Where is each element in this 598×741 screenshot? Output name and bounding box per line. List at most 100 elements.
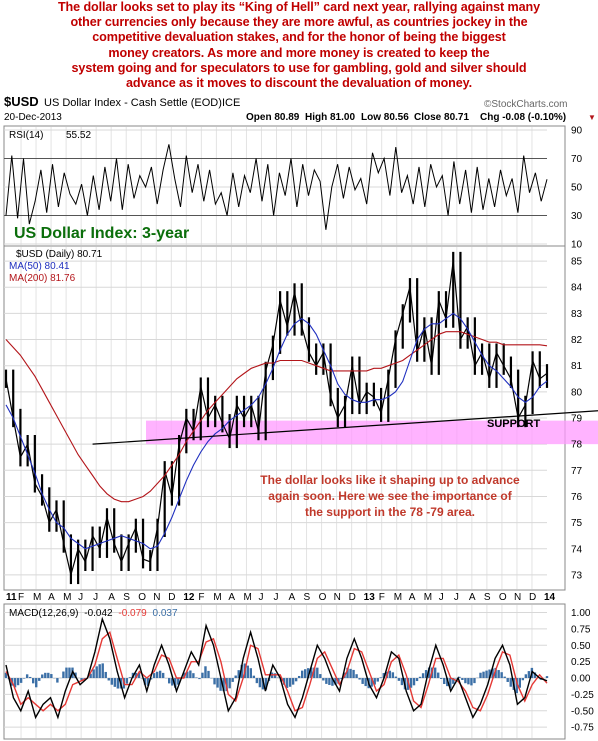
ma50-line (5, 312, 548, 550)
macd-series (5, 616, 548, 720)
support-trendline (92, 410, 598, 445)
x-tick-label: M (33, 592, 41, 603)
support-label: SUPPORT (487, 418, 540, 430)
rsi-tick-labels: 90 70 50 30 10 (571, 126, 583, 251)
price-tick-labels: 85 84 83 82 81 80 79 78 77 76 75 74 73 (571, 257, 583, 582)
close-value: Close 80.71 (414, 112, 469, 123)
x-tick-label: F (379, 592, 385, 603)
headline-line: advance as it moves to discount the deva… (125, 76, 473, 91)
headline-line: money creators. As more and more money i… (108, 45, 490, 60)
x-tick-label: J (274, 592, 279, 603)
y-tick-label: 82 (571, 335, 583, 346)
chart-exchange: ICE (222, 97, 240, 109)
chart-name: US Dollar Index - Cash Settle (EOD) (44, 97, 222, 109)
x-tick-label: M (394, 592, 402, 603)
y-tick-label: -0.50 (571, 706, 594, 717)
y-tick-label: 30 (571, 211, 583, 222)
y-tick-label: 90 (571, 126, 583, 137)
x-tick-label: A (469, 592, 476, 603)
y-tick-label: 79 (571, 414, 583, 425)
y-tick-label: 0.50 (571, 641, 591, 652)
y-tick-label: 74 (571, 544, 583, 555)
usd-price-line (5, 261, 548, 576)
x-tick-label: N (514, 592, 521, 603)
annotation-line: the support in the 78 -79 area. (305, 505, 475, 519)
y-tick-label: 73 (571, 570, 583, 581)
macd-hist-value: 0.037 (153, 608, 178, 619)
y-tick-label: 85 (571, 257, 583, 268)
macd-tick-labels: 1.00 0.75 0.50 0.25 0.00 -0.25 -0.50 -0.75 (571, 608, 594, 734)
x-tick-label: S (123, 592, 130, 603)
x-tick-label: A (48, 592, 55, 603)
x-tick-label: 11 (6, 592, 17, 603)
annotation-text: The dollar looks like it shaping up to a… (260, 473, 520, 519)
y-tick-label: 0.75 (571, 624, 591, 635)
x-tick-label: F (18, 592, 24, 603)
macd-panel: 1.00 0.75 0.50 0.25 0.00 -0.25 -0.50 -0.75 MACD… (3, 603, 594, 740)
annotation-line: The dollar looks like it shaping up to a… (260, 473, 520, 487)
rsi-line (5, 144, 548, 230)
y-tick-label: 77 (571, 466, 583, 477)
x-tick-label: A (289, 592, 296, 603)
annotation-line: again soon. Here we see the importance o… (268, 489, 512, 503)
rsi-value: 55.52 (66, 130, 91, 141)
y-tick-label: 80 (571, 387, 583, 398)
y-tick-label: 83 (571, 309, 583, 320)
x-tick-label: A (228, 592, 235, 603)
ma200-line (5, 331, 548, 503)
legend-usd: $USD (Daily) 80.71 (16, 249, 103, 260)
x-tick-label: N (334, 592, 341, 603)
y-tick-label: 1.00 (571, 608, 591, 619)
x-tick-label: M (243, 592, 251, 603)
chart-header: $USD US Dollar Index - Cash Settle (EOD)… (4, 94, 596, 123)
x-tick-label: 12 (183, 592, 195, 603)
open-value: Open 80.89 (246, 112, 300, 123)
price-panel: 85 84 83 82 81 80 79 78 77 76 75 74 73 US Dollar Ind… (3, 225, 598, 591)
y-tick-label: 75 (571, 518, 583, 529)
change-value: Chg -0.08 (-0.10%) (480, 112, 566, 123)
x-tick-label: S (484, 592, 491, 603)
headline-line: The dollar looks set to play its “King o… (57, 0, 541, 14)
headline-line: other currencies only because they are m… (70, 15, 528, 30)
x-tick-label: A (108, 592, 115, 603)
x-tick-label: J (454, 592, 459, 603)
source-credit: ©StockCharts.com (484, 99, 568, 110)
x-tick-label: A (409, 592, 416, 603)
x-tick-label: O (499, 592, 507, 603)
low-value: Low 80.56 (361, 112, 409, 123)
chart-date: 20-Dec-2013 (4, 112, 62, 123)
y-tick-label: -0.75 (571, 723, 594, 734)
y-tick-label: 10 (571, 240, 583, 251)
rsi-panel: 90 70 50 30 10 RSI(14) 55.52 (3, 125, 583, 251)
x-tick-label: M (424, 592, 432, 603)
legend-ma50: MA(50) 80.41 (9, 261, 70, 272)
y-tick-label: 70 (571, 154, 583, 165)
macd-frame (3, 603, 566, 740)
x-tick-label: D (349, 592, 356, 603)
y-tick-label: 76 (571, 492, 583, 503)
x-tick-label: O (319, 592, 327, 603)
x-tick-label: M (63, 592, 71, 603)
y-tick-label: 0.25 (571, 657, 591, 668)
price-legend: $USD (Daily) 80.71 MA(50) 80.41 MA(200) … (9, 249, 103, 284)
chart-symbol: $USD (4, 94, 39, 109)
y-tick-label: -0.25 (571, 690, 594, 701)
rsi-label: RSI(14) (9, 130, 43, 141)
headline-commentary: The dollar looks set to play its “King o… (0, 0, 598, 92)
x-axis-labels: 11 F M A M J J A S O N D 12 F M A M J J A S O N D 13 F M A M J J A S O N D 1… (6, 592, 556, 603)
macd-label: MACD(12,26,9) (9, 608, 78, 619)
x-tick-label: D (168, 592, 175, 603)
x-tick-label: J (258, 592, 263, 603)
change-marker: ▼ (588, 113, 596, 122)
x-tick-label: J (93, 592, 98, 603)
y-tick-label: 81 (571, 361, 583, 372)
macd-value: -0.042 (84, 608, 113, 619)
x-tick-label: M (213, 592, 221, 603)
y-tick-label: 50 (571, 183, 583, 194)
x-tick-label: O (138, 592, 146, 603)
headline-line: competitive devaluation stakes, and for … (92, 30, 506, 45)
x-tick-label: 14 (544, 592, 556, 603)
y-tick-label: 84 (571, 283, 583, 294)
rsi-series (5, 144, 548, 230)
headline-line: system going and for speculators to use … (71, 60, 527, 75)
